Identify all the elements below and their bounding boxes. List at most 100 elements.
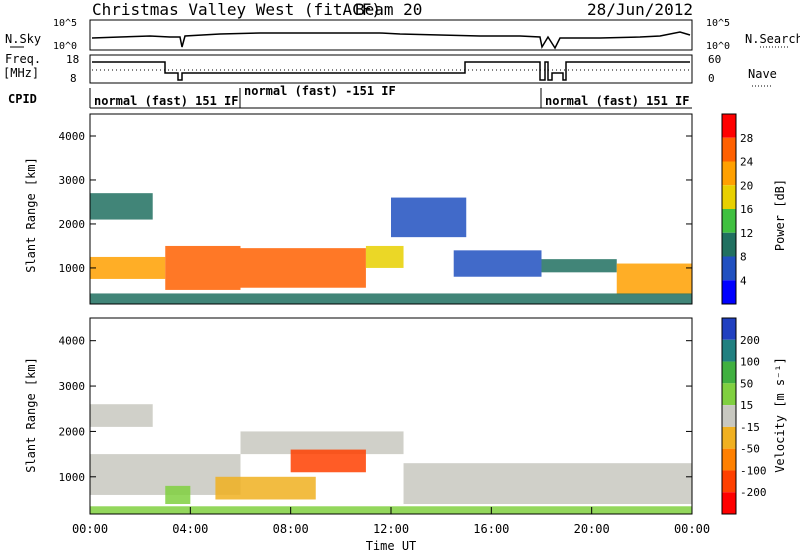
velocity-y-axis: 1000 2000 3000 4000 [59, 335, 692, 484]
power-panel: 1000 2000 3000 4000 Slant Range [km] 28 24 20… [24, 113, 787, 305]
time-tick-label-3: 08:00 [273, 522, 309, 536]
cpid-segment-1: normal (fast) 151 IF [94, 94, 239, 108]
nsky-tick-bottom: 10^0 [53, 41, 77, 52]
nsky-trace [91, 31, 691, 50]
nave-tick-bottom: 0 [708, 72, 715, 85]
freq-trace [92, 61, 690, 81]
power-colorbar-tick-4: 16 [740, 203, 753, 216]
time-tick-label-1: 00:00 [72, 522, 108, 536]
power-y-axis: 1000 2000 3000 4000 [59, 130, 692, 275]
velocity-colorbar-frame [721, 317, 737, 515]
velocity-colorbar-swatch-6 [722, 426, 736, 449]
nave-label: Nave [748, 67, 777, 81]
velocity-colorbar-tick-5: -15 [740, 421, 760, 434]
power-colorbar-swatch-4 [722, 185, 736, 209]
velocity-colorbar-swatch-1 [722, 318, 736, 340]
freq-tick-top: 18 [66, 53, 79, 66]
power-ytick-label-4: 4000 [59, 130, 86, 143]
velocity-colorbar-swatch-3 [722, 361, 736, 384]
velocity-colorbar-swatch-4 [722, 383, 736, 406]
power-band-9 [616, 263, 692, 295]
velocity-colorbar-tick-4: 15 [740, 399, 753, 412]
nsky-panel: N.Sky 10^5 10^0 10^5 10^0 N.Search [5, 18, 800, 52]
power-band-6 [391, 197, 467, 238]
velocity-colorbar-tick-7: -100 [740, 464, 767, 477]
velocity-colorbar-label: Velocity [m s⁻¹] [773, 357, 787, 473]
velocity-panel: 1000 2000 3000 4000 Slant Range [km] 200 100… [24, 317, 787, 553]
cpid-segment-3: normal (fast) 151 IF [545, 94, 690, 108]
power-colorbar-tick-1: 28 [740, 132, 753, 145]
velocity-colorbar-swatch-2 [722, 339, 736, 362]
velocity-band-5 [215, 476, 316, 500]
power-data-layer [90, 193, 692, 304]
nsky-label: N.Sky [5, 32, 41, 46]
power-ytick-label-2: 2000 [59, 218, 86, 231]
time-tick-label-7: 00:00 [674, 522, 710, 536]
power-colorbar-label: Power [dB] [773, 179, 787, 251]
power-band-8 [541, 259, 617, 273]
velocity-colorbar-tick-3: 50 [740, 377, 753, 390]
power-colorbar-tick-3: 20 [740, 179, 753, 192]
time-tick-label-6: 20:00 [574, 522, 610, 536]
power-colorbar-swatch-2 [722, 137, 736, 162]
station-title: Christmas Valley West (fitACF) [92, 0, 381, 19]
nsearch-label: N.Search [745, 32, 800, 46]
power-band-4 [365, 245, 404, 268]
freq-tick-bottom: 8 [70, 72, 77, 85]
power-colorbar-swatch-7 [722, 256, 736, 281]
velocity-data-layer [90, 404, 692, 514]
nsky-frame [89, 19, 693, 51]
time-tick-label-2: 04:00 [172, 522, 208, 536]
power-band-5 [90, 193, 153, 220]
power-ytick-label-3: 3000 [59, 174, 86, 187]
power-colorbar-tick-7: 4 [740, 274, 747, 287]
power-colorbar-frame [721, 113, 737, 305]
power-ytick-label-1: 1000 [59, 262, 86, 275]
velocity-colorbar-tick-6: -50 [740, 443, 760, 456]
power-colorbar: 28 24 20 16 12 8 4 [721, 113, 754, 305]
velocity-band-4 [90, 404, 153, 427]
velocity-ytick-label-4: 4000 [59, 335, 86, 348]
power-ylabel: Slant Range [km] [24, 157, 38, 273]
velocity-band-3 [403, 463, 692, 505]
power-band-1 [90, 256, 166, 279]
freq-label: Freq. [5, 52, 41, 66]
power-colorbar-swatch-8 [722, 280, 736, 304]
velocity-colorbar-tick-2: 100 [740, 356, 760, 369]
velocity-colorbar-swatch-8 [722, 470, 736, 493]
power-colorbar-swatch-6 [722, 232, 736, 257]
cpid-strip: CPID normal (fast) 151 IF normal (fast) … [8, 84, 692, 109]
time-tick-label-5: 16:00 [473, 522, 509, 536]
nsearch-tick-top: 10^5 [706, 18, 730, 29]
cpid-segment-2: normal (fast) -151 IF [244, 84, 396, 98]
velocity-band-2 [240, 431, 404, 455]
power-frame [89, 113, 693, 305]
time-axis: 00:00 04:00 08:00 12:00 16:00 20:00 00:00 [72, 507, 710, 536]
velocity-colorbar-swatch-7 [722, 448, 736, 471]
freq-frame [89, 54, 693, 84]
cpid-label: CPID [8, 92, 37, 106]
power-colorbar-tick-5: 12 [740, 227, 753, 240]
nsky-tick-top: 10^5 [53, 18, 77, 29]
power-colorbar-swatch-5 [722, 209, 736, 233]
velocity-ytick-label-1: 1000 [59, 471, 86, 484]
velocity-colorbar-tick-8: -200 [740, 486, 767, 499]
velocity-colorbar-tick-1: 200 [740, 334, 760, 347]
power-band-3 [240, 248, 366, 288]
velocity-band-6 [290, 449, 366, 473]
power-colorbar-tick-2: 24 [740, 156, 754, 169]
freq-panel: Freq. [MHz] 18 8 60 0 Nave [3, 52, 777, 87]
freq-unit: [MHz] [3, 66, 39, 80]
velocity-colorbar: 200 100 50 15 -15 -50 -100 -200 [721, 317, 767, 515]
beam-title: Beam 20 [355, 0, 422, 19]
nsearch-tick-bottom: 10^0 [706, 41, 730, 52]
velocity-colorbar-swatch-9 [722, 492, 736, 514]
velocity-ylabel: Slant Range [km] [24, 357, 38, 473]
power-colorbar-swatch-3 [722, 161, 736, 186]
date-title: 28/Jun/2012 [587, 0, 693, 19]
velocity-colorbar-swatch-5 [722, 405, 736, 427]
velocity-band-7 [165, 485, 191, 505]
power-band-2 [165, 245, 241, 290]
power-colorbar-swatch-1 [722, 114, 736, 138]
